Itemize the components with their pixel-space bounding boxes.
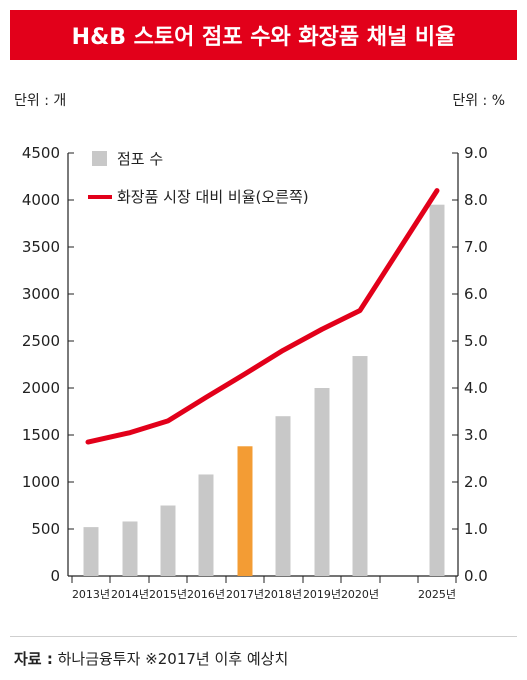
left-tick-label: 3500 [22, 238, 60, 256]
right-axis-unit: 단위 : % [452, 93, 505, 109]
x-tick-label: 2014년 [111, 588, 149, 601]
right-tick-label: 3.0 [464, 426, 488, 444]
legend-bar-swatch [92, 151, 107, 166]
source-text: 하나금융투자 ※2017년 이후 예상치 [57, 650, 289, 668]
ratio-line [85, 188, 440, 445]
right-tick-label: 5.0 [464, 332, 488, 350]
bar-2013년 [83, 527, 99, 576]
legend-line-label: 화장품 시장 대비 비율(오른쪽) [117, 188, 309, 206]
x-tick-label: 2015년 [149, 588, 187, 601]
x-tick-label: 2013년 [72, 588, 110, 601]
bar-2018년 [275, 416, 291, 576]
right-tick-label: 4.0 [464, 379, 488, 397]
source-label: 자료 : [14, 650, 53, 668]
bar-2019년 [314, 388, 330, 576]
left-tick-label: 2500 [22, 332, 60, 350]
right-tick-label: 9.0 [464, 144, 488, 162]
left-tick-label: 1000 [22, 473, 60, 491]
right-tick-label: 0.0 [464, 567, 488, 585]
x-tick-label: 2020년 [341, 588, 379, 601]
left-tick-label: 4500 [22, 144, 60, 162]
bar-2020년 [352, 356, 368, 576]
right-tick-label: 6.0 [464, 285, 488, 303]
source-divider [10, 636, 517, 637]
x-tick-label: 2025년 [418, 588, 456, 601]
left-tick-label: 4000 [22, 191, 60, 209]
x-tick-label: 2017년 [226, 588, 264, 601]
bar-2025년 [429, 204, 445, 576]
chart-title-bar: H&B 스토어 점포 수와 화장품 채널 비율 [10, 10, 517, 60]
right-tick-label: 1.0 [464, 520, 488, 538]
x-tick-label: 2018년 [264, 588, 302, 601]
bar-2017년 [237, 446, 253, 576]
right-tick-label: 8.0 [464, 191, 488, 209]
legend-bar-label: 점포 수 [117, 150, 163, 168]
left-tick-label: 0 [50, 567, 60, 585]
right-tick-label: 2.0 [464, 473, 488, 491]
chart-area: 0 500 1000 1500 2000 2500 3000 3500 4000 4500 0.0 1… [22, 144, 488, 601]
chart-title: H&B 스토어 점포 수와 화장품 채널 비율 [71, 25, 456, 50]
bar-2016년 [198, 474, 214, 576]
left-tick-label: 2000 [22, 379, 60, 397]
left-tick-label: 500 [31, 520, 60, 538]
source-note: 자료 : 하나금융투자 ※2017년 이후 예상치 [14, 648, 288, 669]
left-axis-unit: 단위 : 개 [14, 93, 67, 109]
bar-2014년 [122, 521, 138, 576]
right-tick-label: 7.0 [464, 238, 488, 256]
x-tick-label: 2016년 [187, 588, 225, 601]
bar-2015년 [160, 505, 176, 576]
x-tick-label: 2019년 [303, 588, 341, 601]
left-tick-label: 1500 [22, 426, 60, 444]
left-tick-label: 3000 [22, 285, 60, 303]
